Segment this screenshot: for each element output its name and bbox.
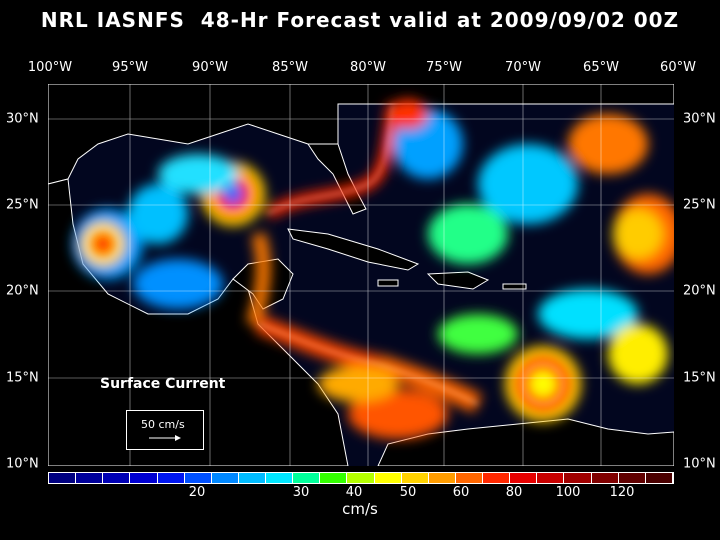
speed-region <box>538 289 638 339</box>
map-graticule <box>48 84 674 466</box>
colorbar-swatch <box>184 473 212 483</box>
latitude-label: 20°N <box>6 283 39 299</box>
colorbar-swatch <box>49 473 77 483</box>
puerto-rico <box>502 283 527 290</box>
speed-region <box>91 232 115 256</box>
reference-vector-label: 50 cm/s <box>141 418 185 431</box>
speed-region <box>608 324 668 384</box>
speed-region <box>128 184 188 244</box>
colorbar-swatch <box>374 473 402 483</box>
speed-region <box>223 184 243 204</box>
colorbar-swatch <box>483 473 511 483</box>
colorbar-tick-label: 30 <box>292 485 310 500</box>
reference-vector-box: 50 cm/s <box>126 410 204 450</box>
colorbar-swatch <box>293 473 321 483</box>
longitude-label: 80°W <box>350 60 386 75</box>
jamaica <box>377 279 399 287</box>
longitude-label: 70°W <box>505 60 541 75</box>
longitude-label: 65°W <box>583 60 619 75</box>
speed-region <box>568 114 648 174</box>
speed-region <box>318 366 398 402</box>
longitude-label: 95°W <box>112 60 148 75</box>
colorbar-swatch <box>320 473 348 483</box>
colorbar-swatch <box>618 473 646 483</box>
latitude-label: 10°N <box>683 456 716 472</box>
latitude-label: 30°N <box>6 111 39 127</box>
latitude-label: 10°N <box>6 456 39 472</box>
colorbar-units: cm/s <box>342 500 378 518</box>
colorbar-tick-label: 100 <box>555 485 581 500</box>
speed-region <box>246 231 271 327</box>
hispaniola <box>426 271 490 290</box>
speed-region <box>428 204 508 264</box>
map-canvas <box>48 84 674 466</box>
colorbar-swatch <box>238 473 266 483</box>
reference-arrow-icon <box>149 435 181 441</box>
colorbar-swatch <box>347 473 375 483</box>
colorbar-swatch <box>537 473 565 483</box>
longitude-label: 100°W <box>27 60 73 75</box>
longitude-label: 85°W <box>272 60 308 75</box>
colorbar-tick-label: 80 <box>505 485 523 500</box>
speed-region <box>529 370 557 398</box>
speed-region <box>158 154 238 194</box>
colorbar-swatch <box>428 473 456 483</box>
cuba <box>287 228 420 271</box>
colorbar-swatch <box>103 473 131 483</box>
speed-region <box>478 144 578 224</box>
speed-colorbar <box>48 472 674 484</box>
colorbar-tick-label: 120 <box>609 485 635 500</box>
colorbar-swatch <box>157 473 185 483</box>
colorbar-swatch <box>76 473 104 483</box>
longitude-label: 90°W <box>192 60 228 75</box>
colorbar-tick-label: 40 <box>345 485 363 500</box>
latitude-label: 25°N <box>683 197 716 213</box>
colorbar-tick-label: 50 <box>399 485 417 500</box>
colorbar-swatch <box>266 473 294 483</box>
colorbar-swatch <box>130 473 158 483</box>
latitude-label: 15°N <box>6 370 39 386</box>
colorbar-swatch <box>211 473 239 483</box>
speed-region <box>613 209 663 259</box>
latitude-label: 15°N <box>683 370 716 386</box>
longitude-label: 60°W <box>660 60 696 75</box>
florida <box>307 143 367 215</box>
latitude-label: 25°N <box>6 197 39 213</box>
map-title: NRL IASNFS 48-Hr Forecast valid at 2009/… <box>40 8 680 32</box>
colorbar-swatch <box>510 473 538 483</box>
surface-current-label: Surface Current <box>100 376 226 392</box>
speed-region <box>133 259 223 309</box>
current-speed-map: Surface Current 50 cm/s <box>48 84 674 466</box>
longitude-label: 75°W <box>426 60 462 75</box>
latitude-label: 30°N <box>683 111 716 127</box>
colorbar-swatch <box>401 473 429 483</box>
speed-region <box>438 314 518 354</box>
colorbar-tick-label: 60 <box>452 485 470 500</box>
colorbar-tick-label: 20 <box>188 485 206 500</box>
colorbar-swatch <box>455 473 483 483</box>
speed-region <box>348 389 448 439</box>
colorbar-swatch <box>564 473 592 483</box>
colorbar-swatch <box>645 473 673 483</box>
colorbar-swatch <box>591 473 619 483</box>
latitude-label: 20°N <box>683 283 716 299</box>
speed-region <box>388 99 428 129</box>
